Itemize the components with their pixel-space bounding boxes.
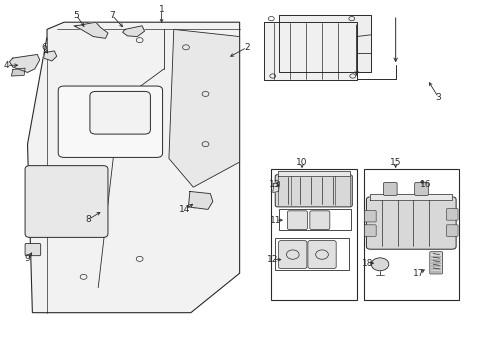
Text: 4: 4 — [4, 61, 9, 70]
Text: 15: 15 — [389, 158, 401, 167]
FancyBboxPatch shape — [309, 211, 329, 229]
Text: 2: 2 — [244, 43, 249, 52]
Text: 14: 14 — [179, 205, 190, 214]
Polygon shape — [264, 22, 356, 80]
FancyBboxPatch shape — [278, 240, 306, 269]
FancyBboxPatch shape — [364, 211, 375, 222]
FancyBboxPatch shape — [446, 209, 457, 220]
Text: 6: 6 — [41, 43, 47, 52]
Polygon shape — [122, 26, 144, 37]
Text: 12: 12 — [266, 255, 278, 264]
Text: 10: 10 — [296, 158, 307, 167]
Polygon shape — [27, 22, 239, 313]
Polygon shape — [168, 30, 239, 187]
Polygon shape — [272, 182, 279, 193]
FancyBboxPatch shape — [287, 211, 307, 229]
Text: 11: 11 — [269, 216, 281, 225]
FancyBboxPatch shape — [25, 243, 41, 256]
Text: 18: 18 — [361, 259, 372, 268]
Bar — [275, 238, 348, 270]
Bar — [271, 169, 356, 300]
FancyBboxPatch shape — [414, 183, 427, 195]
Text: 7: 7 — [109, 10, 115, 19]
Polygon shape — [43, 51, 57, 61]
Bar — [279, 210, 350, 230]
Text: 13: 13 — [268, 180, 280, 189]
FancyBboxPatch shape — [58, 86, 162, 157]
Text: 9: 9 — [24, 255, 30, 264]
Polygon shape — [369, 194, 451, 200]
FancyBboxPatch shape — [275, 175, 351, 207]
FancyBboxPatch shape — [307, 240, 335, 269]
FancyBboxPatch shape — [446, 225, 457, 236]
FancyBboxPatch shape — [364, 225, 375, 236]
Polygon shape — [188, 192, 212, 210]
FancyBboxPatch shape — [383, 183, 396, 195]
Text: 1: 1 — [159, 5, 164, 14]
Polygon shape — [9, 54, 40, 72]
Polygon shape — [74, 22, 108, 39]
Text: 5: 5 — [73, 10, 79, 19]
Bar — [363, 169, 458, 300]
Polygon shape — [277, 171, 349, 176]
FancyBboxPatch shape — [429, 252, 442, 274]
Text: 8: 8 — [85, 215, 91, 224]
Text: 16: 16 — [419, 180, 431, 189]
Text: 3: 3 — [435, 93, 441, 102]
Circle shape — [370, 258, 388, 271]
Polygon shape — [11, 68, 25, 76]
FancyBboxPatch shape — [366, 197, 455, 249]
Polygon shape — [278, 15, 370, 72]
FancyBboxPatch shape — [90, 91, 150, 134]
Text: 17: 17 — [412, 269, 424, 278]
FancyBboxPatch shape — [25, 166, 108, 237]
